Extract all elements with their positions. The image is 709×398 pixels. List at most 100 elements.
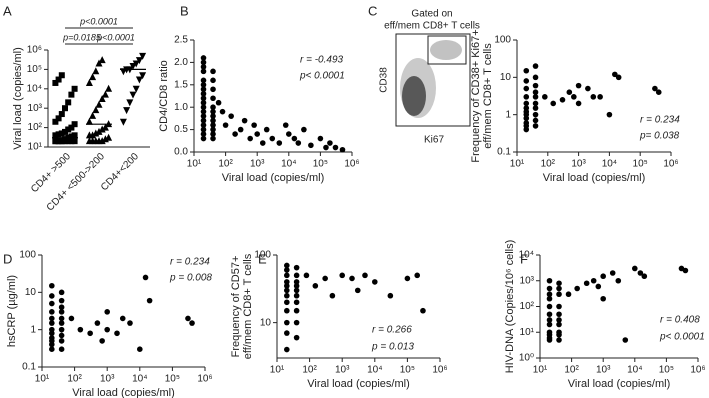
y-tick-label: 10⁶ — [27, 45, 42, 56]
point — [49, 320, 55, 326]
point — [58, 315, 65, 322]
point — [77, 326, 84, 333]
point — [546, 295, 553, 302]
point — [293, 299, 300, 306]
point — [200, 95, 207, 102]
point — [597, 94, 603, 100]
point — [301, 126, 307, 133]
point — [58, 111, 65, 118]
x-tick-label: 10³ — [596, 365, 611, 376]
point — [532, 89, 539, 95]
x-tick-label: 10¹ — [533, 365, 548, 376]
point — [200, 113, 207, 119]
point — [293, 319, 300, 326]
stat-annotation: p< 0.0001 — [659, 332, 705, 343]
stat-annotation: r = 0.266 — [372, 325, 412, 336]
panel-label: F — [520, 251, 528, 266]
x-tick-label: 10¹ — [35, 374, 50, 385]
point — [600, 295, 606, 302]
point — [286, 131, 292, 137]
point — [200, 117, 207, 124]
y-tick-label: 10² — [28, 122, 43, 133]
point — [98, 94, 106, 102]
y-tick-label: 10 — [260, 317, 272, 328]
point — [52, 138, 59, 145]
point — [210, 104, 216, 110]
x-tick-label: 10⁵ — [400, 365, 415, 376]
point — [85, 117, 93, 125]
point — [146, 297, 153, 304]
point — [574, 285, 580, 292]
point — [312, 283, 319, 289]
point — [595, 283, 602, 290]
stat-annotation: p = 0.008 — [169, 273, 212, 284]
point — [210, 131, 216, 137]
point — [556, 280, 562, 287]
y-tick-label: 2.5 — [174, 35, 188, 46]
point — [641, 273, 648, 280]
point — [559, 97, 566, 103]
inset-xlabel: Ki67 — [424, 135, 444, 146]
point — [139, 52, 147, 60]
flow-inset: Gated on eff/mem CD8+ T cells CD38 Ki67 — [379, 9, 480, 146]
point — [284, 330, 290, 336]
point — [62, 136, 68, 143]
point — [556, 291, 562, 298]
point — [58, 338, 65, 344]
point — [295, 140, 302, 146]
point — [354, 287, 361, 294]
point — [55, 131, 62, 138]
point — [87, 330, 93, 337]
point — [71, 85, 78, 92]
point — [49, 341, 55, 348]
point — [556, 311, 562, 318]
point — [98, 56, 106, 64]
y-tick-label: 1.5 — [174, 79, 188, 90]
point — [58, 309, 65, 315]
point — [317, 135, 324, 142]
y-tick-label: 0.5 — [174, 124, 188, 135]
x-tick-label: 10⁶ — [432, 365, 447, 376]
point — [49, 300, 55, 307]
point — [546, 321, 553, 328]
y-tick-label: 10⁰ — [519, 353, 534, 364]
y-tick-label: 100 — [19, 250, 36, 261]
point — [189, 320, 195, 326]
point — [542, 94, 548, 100]
point — [655, 89, 662, 95]
point — [339, 146, 346, 153]
point — [114, 330, 120, 337]
point — [293, 334, 300, 341]
point — [546, 317, 553, 323]
point — [590, 277, 597, 284]
point — [68, 133, 75, 140]
point — [532, 117, 539, 124]
y-axis-label: HIV-DNA (Copies/10⁶ cells) — [504, 240, 516, 374]
point — [404, 275, 411, 282]
y-tick-label: 10⁴ — [519, 250, 534, 261]
point — [137, 346, 143, 352]
point — [65, 138, 72, 145]
point — [293, 283, 300, 289]
y-tick-label: 1.0 — [174, 102, 188, 113]
point — [612, 71, 618, 78]
point — [615, 277, 622, 284]
panel-label: D — [3, 251, 12, 266]
point — [58, 138, 65, 145]
point — [632, 265, 638, 272]
point — [556, 303, 562, 310]
x-axis-label: Viral load (copies/ml) — [222, 172, 325, 184]
point — [123, 107, 131, 115]
point — [210, 95, 216, 102]
point — [104, 309, 110, 315]
point — [284, 272, 290, 279]
point — [58, 332, 65, 339]
point — [293, 272, 300, 279]
x-tick-label: 10³ — [335, 365, 350, 376]
point — [254, 131, 260, 137]
stat-annotation: r = 0.234 — [170, 257, 210, 268]
point — [523, 94, 530, 100]
y-tick-label: 10 — [500, 72, 512, 83]
y-tick-label: 2.0 — [174, 57, 188, 68]
panel-label: E — [258, 251, 267, 266]
